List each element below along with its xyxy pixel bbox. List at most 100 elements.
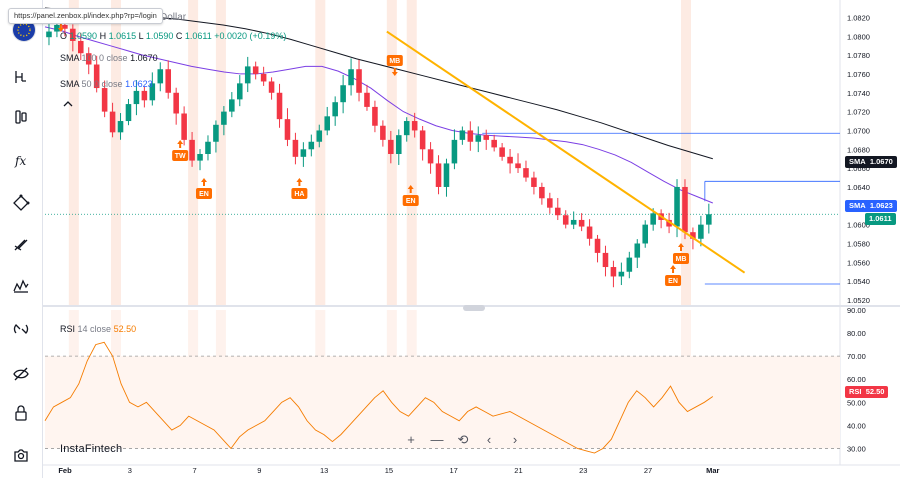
signal-badge-mb: MB (673, 243, 689, 264)
sma50-legend[interactable]: SMA 50 0 close 1.0623 (60, 78, 153, 90)
candle (356, 59, 362, 102)
candle (562, 210, 569, 229)
price-tick-label: 1.0820 (847, 13, 870, 22)
price-tick-label: 1.0760 (847, 70, 870, 79)
candle-body (292, 139, 299, 157)
signal-badge-bg (172, 150, 189, 161)
candle-body (85, 53, 92, 65)
c-value: 1.0611 (184, 31, 212, 41)
candle-body (491, 139, 497, 148)
candle (626, 251, 633, 279)
candle (205, 135, 211, 161)
x-axis-label: 13 (320, 466, 328, 475)
candle (531, 171, 537, 195)
pane-resize-handle[interactable] (463, 305, 485, 311)
sma50-name: SMA (60, 79, 80, 89)
candle-body (523, 168, 529, 178)
signal-badge-label: HA (294, 191, 304, 198)
arrow-up-icon (177, 140, 184, 148)
candle-body (308, 141, 315, 150)
candle-body (443, 163, 450, 187)
candle (682, 179, 688, 240)
candle (340, 75, 346, 114)
url-tooltip: https://panel.zenbox.pl/index.php?rp=/lo… (8, 8, 163, 24)
candle (602, 245, 609, 277)
candle-body (205, 141, 211, 154)
candle-body (93, 64, 100, 89)
scroll-left-button[interactable]: ‹ (486, 432, 492, 447)
candle (125, 98, 132, 126)
candle (173, 87, 179, 125)
price-tick-label: 1.0740 (847, 89, 870, 98)
price-tick-label: 1.0680 (847, 145, 870, 154)
candle (499, 143, 505, 161)
arrow-up-icon (407, 185, 414, 193)
rsi-legend[interactable]: RSI 14 close 52.50 (60, 323, 136, 335)
x-axis-label: 17 (450, 466, 458, 475)
price-tick-label: 1.0640 (847, 183, 870, 192)
brush-icon[interactable] (7, 230, 35, 258)
zoom-in-button[interactable]: + (407, 432, 415, 447)
reset-button[interactable]: ⟲ (457, 432, 469, 447)
candle (252, 61, 259, 80)
candle (435, 155, 442, 195)
candle-body (459, 130, 466, 140)
candle-body (411, 121, 418, 131)
sma50-line (44, 26, 713, 204)
collapse-legend-button[interactable] (60, 99, 76, 113)
candle (149, 72, 156, 106)
scroll-right-button[interactable]: › (512, 432, 518, 447)
arrow-up-icon (670, 265, 677, 273)
candle (618, 262, 625, 286)
candle-body (435, 163, 442, 187)
candle-body (70, 28, 76, 41)
candle (554, 197, 561, 221)
candle-body (380, 125, 386, 140)
candle (93, 55, 100, 93)
session-band-7 (681, 0, 691, 305)
pattern-icon[interactable] (7, 189, 35, 217)
fx-icon[interactable]: fx (7, 146, 35, 174)
x-axis-label: 7 (192, 466, 196, 475)
fib-icon[interactable] (7, 63, 35, 91)
x-axis-label: 23 (579, 466, 587, 475)
signal-badge-bg (291, 188, 308, 199)
candle (332, 96, 338, 126)
candle (316, 124, 323, 148)
candle (459, 126, 466, 145)
change-value: +0.0020 (+0.19%) (214, 31, 287, 41)
signal-badge-bg (402, 195, 419, 206)
candle-body (165, 69, 172, 93)
x-axis-label: Mar (706, 466, 719, 475)
wave-icon[interactable] (7, 272, 35, 300)
price-tick-label: 1.0780 (847, 51, 870, 60)
channel-icon[interactable] (7, 103, 35, 131)
candle-body (173, 92, 179, 114)
candle-body (690, 232, 696, 239)
zoom-out-button[interactable]: — (430, 432, 444, 447)
candle-body (260, 73, 267, 82)
candle-body (467, 130, 474, 142)
lock-icon[interactable] (7, 399, 35, 427)
camera-icon[interactable] (7, 441, 35, 469)
rsi-tick-label: 40.00 (847, 421, 866, 430)
rsi-name: RSI (60, 324, 76, 334)
sma100-legend[interactable]: SMA 100 0 close 1.0670 (60, 52, 158, 64)
signal-badge-bg (665, 275, 682, 286)
candle-body (54, 24, 60, 32)
signal-badge-ha: HA (291, 178, 308, 199)
candle-body (515, 163, 521, 169)
magnet-icon[interactable] (7, 315, 35, 343)
candle-body (682, 186, 688, 233)
x-axis-label: 3 (128, 466, 132, 475)
candle-body (674, 186, 680, 227)
arrow-down-icon (57, 24, 64, 32)
candle-body (602, 252, 609, 268)
session-band-4 (315, 0, 326, 305)
price-tick-label: 1.0700 (847, 126, 870, 135)
eye-off-icon[interactable] (7, 360, 35, 388)
candle (594, 234, 601, 263)
rsi-line (44, 341, 714, 454)
candle-body (316, 130, 323, 142)
